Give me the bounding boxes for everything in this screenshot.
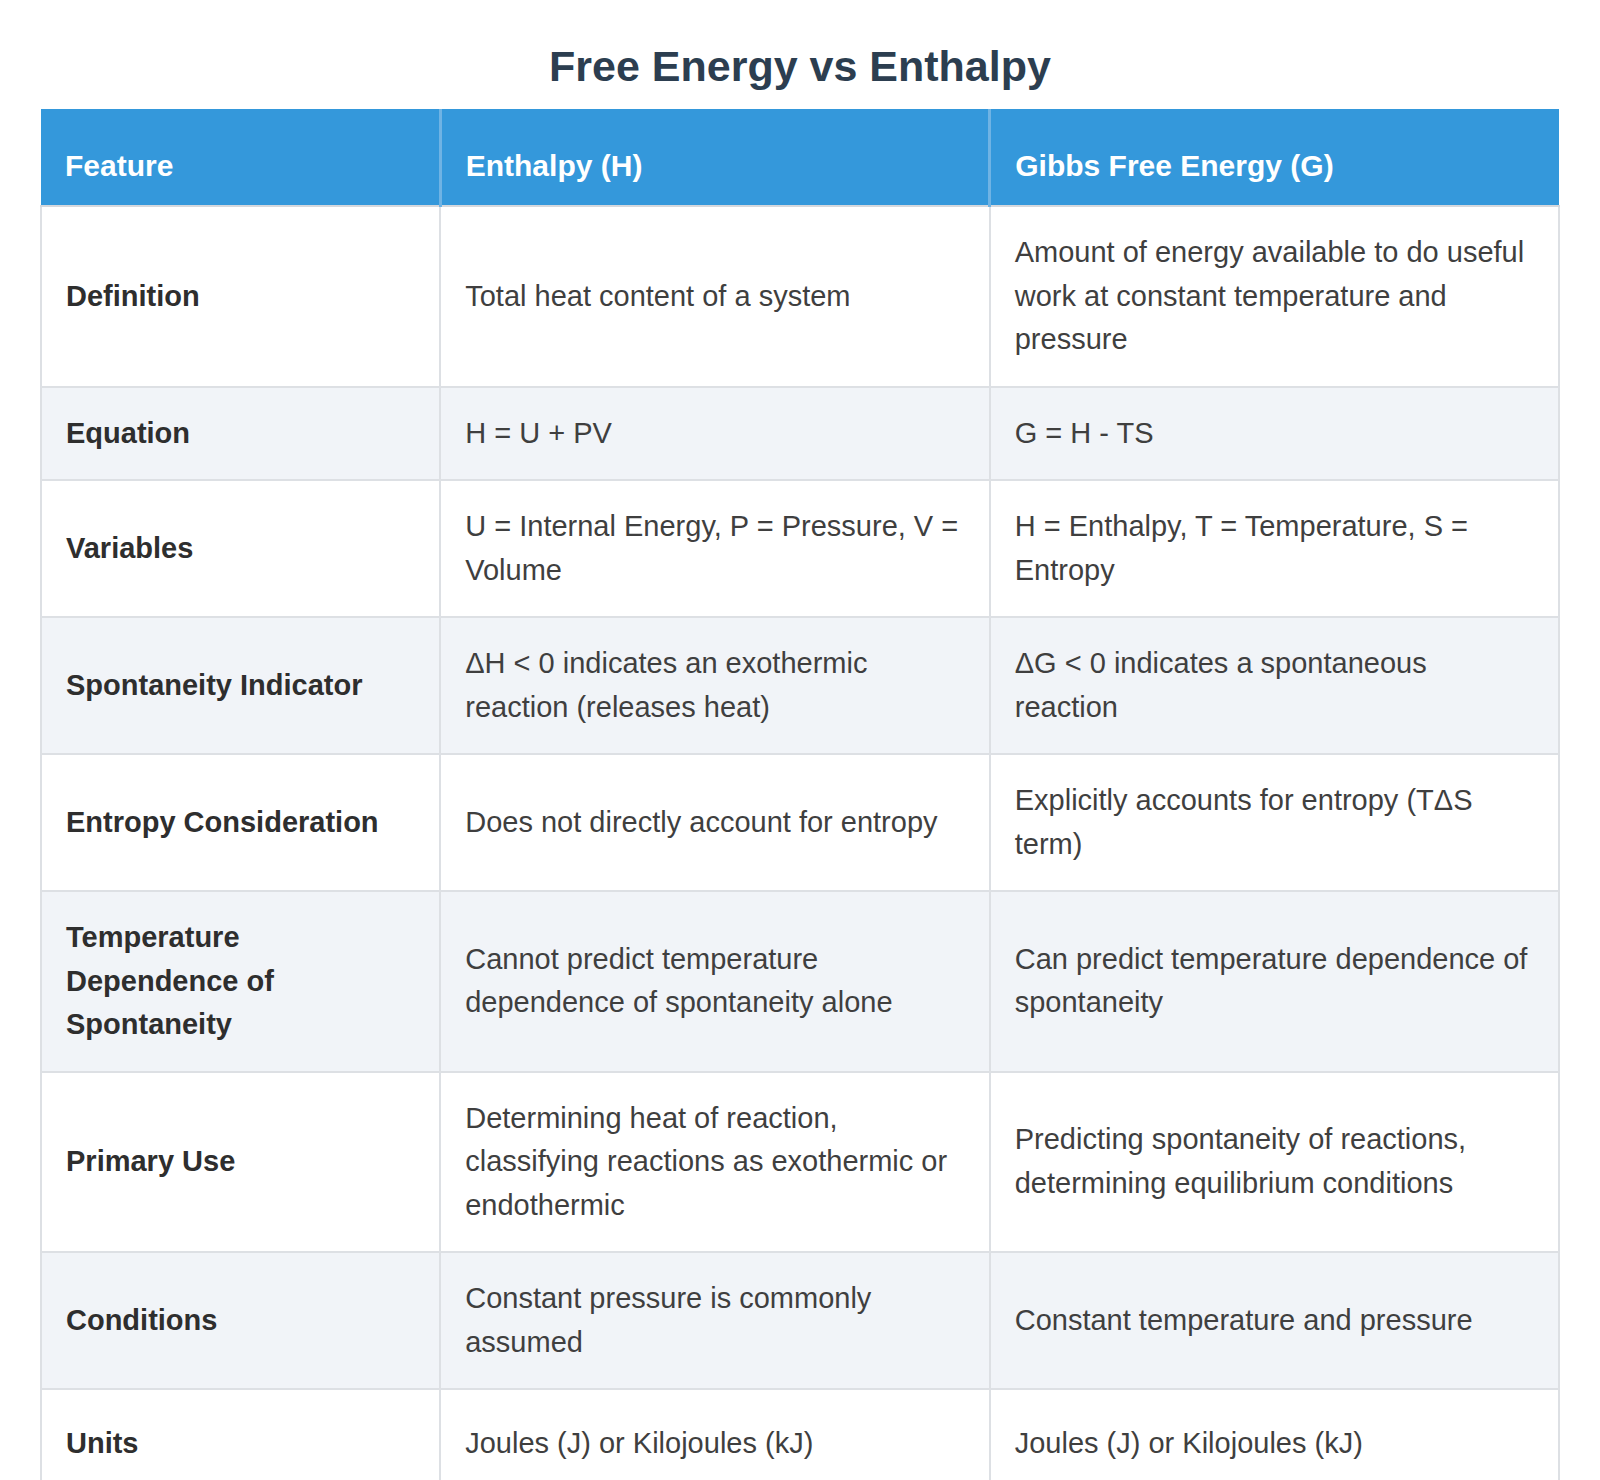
gibbs-cell: Can predict temperature dependence of sp…	[990, 891, 1559, 1072]
table-row: Temperature Dependence of Spontaneity Ca…	[41, 891, 1559, 1072]
col-header-gibbs: Gibbs Free Energy (G)	[990, 109, 1559, 206]
gibbs-cell: ΔG < 0 indicates a spontaneous reaction	[990, 617, 1559, 754]
gibbs-cell: Constant temperature and pressure	[990, 1252, 1559, 1389]
gibbs-cell: Predicting spontaneity of reactions, det…	[990, 1072, 1559, 1253]
page-title: Free Energy vs Enthalpy	[40, 42, 1560, 91]
enthalpy-cell: Does not directly account for entropy	[440, 754, 990, 891]
feature-cell: Primary Use	[41, 1072, 440, 1253]
enthalpy-cell: Total heat content of a system	[440, 206, 990, 387]
enthalpy-cell: ΔH < 0 indicates an exothermic reaction …	[440, 617, 990, 754]
feature-cell: Variables	[41, 480, 440, 617]
enthalpy-cell: Constant pressure is commonly assumed	[440, 1252, 990, 1389]
table-row: Conditions Constant pressure is commonly…	[41, 1252, 1559, 1389]
col-header-feature: Feature	[41, 109, 440, 206]
page: Free Energy vs Enthalpy Feature Enthalpy…	[0, 42, 1600, 1480]
enthalpy-cell: Joules (J) or Kilojoules (kJ)	[440, 1389, 990, 1480]
table-row: Primary Use Determining heat of reaction…	[41, 1072, 1559, 1253]
feature-cell: Temperature Dependence of Spontaneity	[41, 891, 440, 1072]
enthalpy-cell: H = U + PV	[440, 387, 990, 481]
table-row: Spontaneity Indicator ΔH < 0 indicates a…	[41, 617, 1559, 754]
gibbs-cell: H = Enthalpy, T = Temperature, S = Entro…	[990, 480, 1559, 617]
table-row: Entropy Consideration Does not directly …	[41, 754, 1559, 891]
enthalpy-cell: U = Internal Energy, P = Pressure, V = V…	[440, 480, 990, 617]
feature-cell: Definition	[41, 206, 440, 387]
gibbs-cell: Amount of energy available to do useful …	[990, 206, 1559, 387]
feature-cell: Equation	[41, 387, 440, 481]
feature-cell: Units	[41, 1389, 440, 1480]
gibbs-cell: Explicitly accounts for entropy (TΔS ter…	[990, 754, 1559, 891]
feature-cell: Spontaneity Indicator	[41, 617, 440, 754]
col-header-enthalpy: Enthalpy (H)	[440, 109, 990, 206]
feature-cell: Entropy Consideration	[41, 754, 440, 891]
enthalpy-cell: Cannot predict temperature dependence of…	[440, 891, 990, 1072]
table-row: Units Joules (J) or Kilojoules (kJ) Joul…	[41, 1389, 1559, 1480]
header-row: Feature Enthalpy (H) Gibbs Free Energy (…	[41, 109, 1559, 206]
table-row: Definition Total heat content of a syste…	[41, 206, 1559, 387]
gibbs-cell: Joules (J) or Kilojoules (kJ)	[990, 1389, 1559, 1480]
gibbs-cell: G = H - TS	[990, 387, 1559, 481]
table-body: Definition Total heat content of a syste…	[41, 206, 1559, 1480]
comparison-table: Feature Enthalpy (H) Gibbs Free Energy (…	[40, 109, 1560, 1480]
table-row: Variables U = Internal Energy, P = Press…	[41, 480, 1559, 617]
enthalpy-cell: Determining heat of reaction, classifyin…	[440, 1072, 990, 1253]
feature-cell: Conditions	[41, 1252, 440, 1389]
table-row: Equation H = U + PV G = H - TS	[41, 387, 1559, 481]
